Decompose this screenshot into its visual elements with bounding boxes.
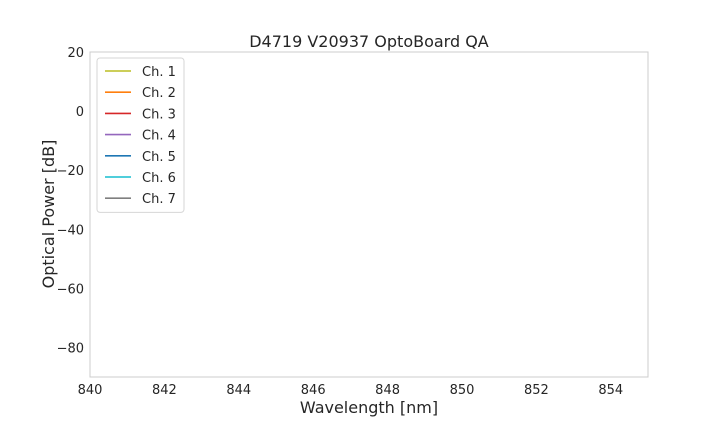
- legend-label: Ch. 6: [142, 171, 176, 186]
- y-tick-label: 0: [76, 105, 84, 120]
- x-tick-label: 840: [78, 383, 103, 398]
- x-axis-label: Wavelength [nm]: [300, 398, 438, 417]
- y-tick-label: −80: [57, 341, 84, 356]
- y-tick-label: −20: [57, 164, 84, 179]
- legend: Ch. 1 Ch. 2 Ch. 3 Ch. 4 Ch. 5 Ch. 6 Ch. 7: [96, 57, 185, 213]
- legend-label: Ch. 7: [142, 192, 176, 207]
- x-tick-label: 846: [301, 383, 326, 398]
- x-tick-label: 848: [375, 383, 400, 398]
- chart-title: D4719 V20937 OptoBoard QA: [249, 32, 489, 51]
- x-tick-label: 842: [152, 383, 177, 398]
- x-tick-labels: 840 842 844 846 848 850 852 854: [78, 383, 624, 398]
- y-axis-label: Optical Power [dB]: [39, 140, 58, 289]
- legend-label: Ch. 3: [142, 107, 176, 122]
- legend-label: Ch. 4: [142, 129, 176, 144]
- x-tick-label: 854: [598, 383, 623, 398]
- x-tick-label: 850: [450, 383, 475, 398]
- legend-label: Ch. 2: [142, 86, 176, 101]
- y-tick-label: 20: [67, 46, 84, 61]
- y-tick-label: −40: [57, 223, 84, 238]
- legend-label: Ch. 1: [142, 65, 176, 80]
- legend-box: [96, 57, 185, 213]
- x-tick-label: 844: [226, 383, 251, 398]
- x-tick-label: 852: [524, 383, 549, 398]
- y-tick-label: −60: [57, 282, 84, 297]
- legend-label: Ch. 5: [142, 150, 176, 165]
- y-tick-labels: 20 0 −20 −40 −60 −80: [57, 46, 84, 356]
